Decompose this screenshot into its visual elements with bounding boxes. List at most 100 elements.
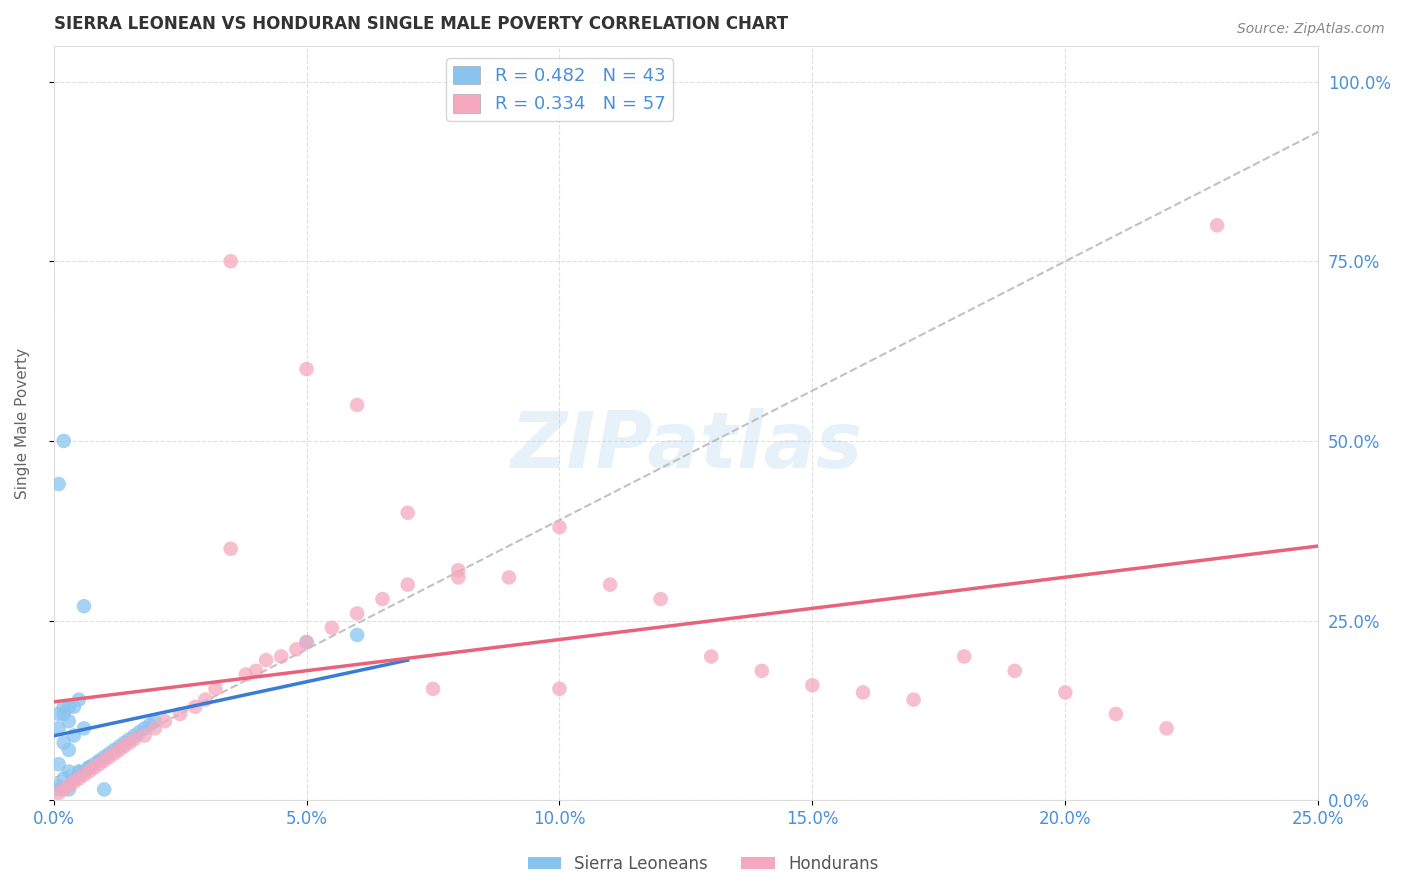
- Point: [1054, 685, 1077, 699]
- Point: [73, 722, 96, 736]
- Point: [184, 699, 207, 714]
- Text: SIERRA LEONEAN VS HONDURAN SINGLE MALE POVERTY CORRELATION CHART: SIERRA LEONEAN VS HONDURAN SINGLE MALE P…: [53, 15, 787, 33]
- Text: Source: ZipAtlas.com: Source: ZipAtlas.com: [1237, 22, 1385, 37]
- Point: [1105, 706, 1128, 721]
- Point: [285, 642, 308, 657]
- Point: [134, 729, 156, 743]
- Point: [48, 722, 70, 736]
- Point: [447, 563, 470, 577]
- Point: [83, 757, 105, 772]
- Point: [128, 725, 150, 739]
- Point: [103, 743, 125, 757]
- Point: [103, 747, 125, 761]
- Point: [143, 714, 166, 728]
- Point: [118, 732, 141, 747]
- Point: [52, 434, 75, 448]
- Point: [346, 398, 368, 412]
- Legend: R = 0.482   N = 43, R = 0.334   N = 57: R = 0.482 N = 43, R = 0.334 N = 57: [446, 59, 673, 120]
- Point: [396, 577, 419, 591]
- Point: [295, 635, 318, 649]
- Point: [58, 699, 80, 714]
- Point: [204, 681, 226, 696]
- Point: [108, 739, 131, 754]
- Point: [953, 649, 976, 664]
- Point: [48, 782, 70, 797]
- Point: [118, 736, 141, 750]
- Point: [48, 779, 70, 793]
- Point: [93, 750, 115, 764]
- Point: [89, 754, 111, 768]
- Point: [153, 714, 176, 728]
- Y-axis label: Single Male Poverty: Single Male Poverty: [15, 347, 30, 499]
- Point: [73, 764, 96, 779]
- Point: [98, 750, 121, 764]
- Point: [63, 775, 86, 789]
- Point: [903, 692, 925, 706]
- Point: [93, 782, 115, 797]
- Point: [548, 681, 571, 696]
- Point: [83, 761, 105, 775]
- Point: [52, 782, 75, 797]
- Point: [650, 592, 672, 607]
- Point: [1004, 664, 1026, 678]
- Point: [48, 786, 70, 800]
- Point: [422, 681, 444, 696]
- Point: [396, 506, 419, 520]
- Point: [77, 761, 100, 775]
- Point: [346, 607, 368, 621]
- Point: [73, 768, 96, 782]
- Point: [219, 254, 242, 268]
- Point: [114, 736, 136, 750]
- Point: [143, 722, 166, 736]
- Point: [48, 706, 70, 721]
- Point: [1156, 722, 1178, 736]
- Point: [58, 743, 80, 757]
- Point: [599, 577, 621, 591]
- Point: [48, 757, 70, 772]
- Point: [371, 592, 394, 607]
- Point: [138, 718, 160, 732]
- Point: [58, 764, 80, 779]
- Point: [235, 667, 257, 681]
- Point: [108, 743, 131, 757]
- Point: [67, 692, 90, 706]
- Point: [270, 649, 292, 664]
- Point: [219, 541, 242, 556]
- Point: [194, 692, 217, 706]
- Point: [346, 628, 368, 642]
- Point: [321, 621, 343, 635]
- Point: [124, 729, 146, 743]
- Point: [77, 761, 100, 775]
- Point: [67, 764, 90, 779]
- Text: ZIPatlas: ZIPatlas: [510, 408, 862, 483]
- Point: [73, 599, 96, 614]
- Point: [63, 772, 86, 786]
- Point: [548, 520, 571, 534]
- Point: [48, 477, 70, 491]
- Point: [134, 722, 156, 736]
- Point: [801, 678, 824, 692]
- Point: [52, 699, 75, 714]
- Point: [245, 664, 267, 678]
- Point: [114, 739, 136, 754]
- Point: [98, 747, 121, 761]
- Point: [700, 649, 723, 664]
- Point: [52, 706, 75, 721]
- Point: [751, 664, 773, 678]
- Point: [124, 732, 146, 747]
- Point: [63, 699, 86, 714]
- Point: [295, 635, 318, 649]
- Point: [498, 570, 520, 584]
- Point: [852, 685, 875, 699]
- Point: [89, 757, 111, 772]
- Point: [67, 768, 90, 782]
- Point: [52, 772, 75, 786]
- Point: [295, 362, 318, 376]
- Point: [1206, 219, 1229, 233]
- Point: [169, 706, 191, 721]
- Point: [58, 782, 80, 797]
- Point: [63, 729, 86, 743]
- Point: [447, 570, 470, 584]
- Point: [77, 764, 100, 779]
- Point: [67, 772, 90, 786]
